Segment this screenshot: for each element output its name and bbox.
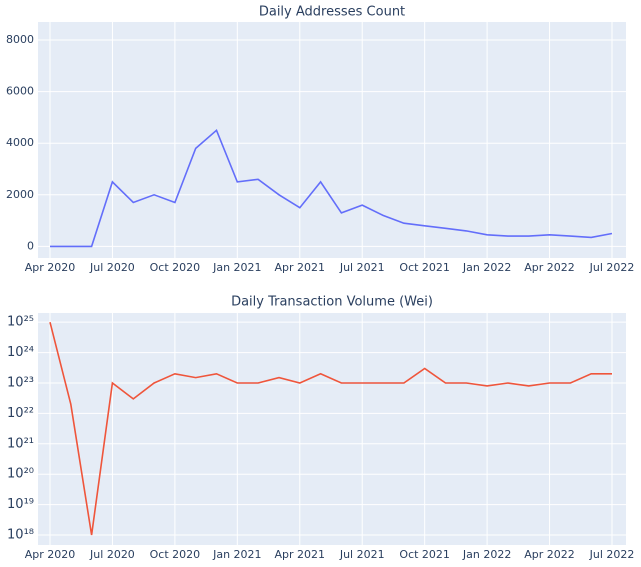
y-tick-label: 6000 bbox=[6, 85, 34, 98]
x-tick-label: Apr 2020 bbox=[25, 261, 76, 274]
line-series bbox=[50, 128, 613, 248]
y-tick-label: 10²² bbox=[7, 406, 34, 421]
y-tick-label: 2000 bbox=[6, 188, 34, 201]
y-tick-label: 10²³ bbox=[7, 375, 34, 390]
y-tick-label: 4000 bbox=[6, 136, 34, 149]
y-tick-label: 10²⁴ bbox=[7, 345, 34, 360]
x-tick-label: Jul 2020 bbox=[89, 261, 135, 274]
x-tick-label: Oct 2021 bbox=[399, 261, 450, 274]
x-tick-label: Oct 2020 bbox=[150, 548, 201, 561]
x-tick-label: Jul 2022 bbox=[589, 548, 635, 561]
x-tick-label: Jan 2022 bbox=[462, 261, 511, 274]
y-tick-label: 0 bbox=[27, 239, 34, 252]
chart-title: Daily Transaction Volume (Wei) bbox=[231, 295, 433, 310]
x-tick-label: Jan 2021 bbox=[212, 261, 261, 274]
y-tick-label: 10²¹ bbox=[7, 436, 34, 451]
x-tick-label: Jul 2021 bbox=[339, 548, 385, 561]
x-tick-label: Apr 2022 bbox=[524, 548, 575, 561]
plot-area bbox=[38, 22, 626, 258]
y-tick-label: 10²⁵ bbox=[7, 315, 34, 330]
x-tick-label: Apr 2021 bbox=[275, 548, 326, 561]
plot-area bbox=[38, 313, 626, 545]
x-tick-label: Apr 2022 bbox=[524, 261, 575, 274]
x-tick-label: Apr 2021 bbox=[275, 261, 326, 274]
x-tick-label: Oct 2020 bbox=[150, 261, 201, 274]
x-tick-label: Apr 2020 bbox=[25, 548, 76, 561]
y-tick-label: 10¹⁹ bbox=[7, 497, 34, 512]
x-tick-label: Jan 2021 bbox=[212, 548, 261, 561]
x-tick-label: Jul 2022 bbox=[589, 261, 635, 274]
x-tick-label: Oct 2021 bbox=[399, 548, 450, 561]
y-tick-label: 8000 bbox=[6, 33, 34, 46]
x-tick-label: Jul 2021 bbox=[339, 261, 385, 274]
x-tick-label: Jan 2022 bbox=[462, 548, 511, 561]
chart-title: Daily Addresses Count bbox=[259, 5, 405, 20]
line-series bbox=[49, 322, 612, 536]
y-tick-label: 10²⁰ bbox=[7, 467, 34, 482]
y-tick-label: 10¹⁸ bbox=[7, 528, 34, 543]
x-tick-label: Jul 2020 bbox=[89, 548, 135, 561]
